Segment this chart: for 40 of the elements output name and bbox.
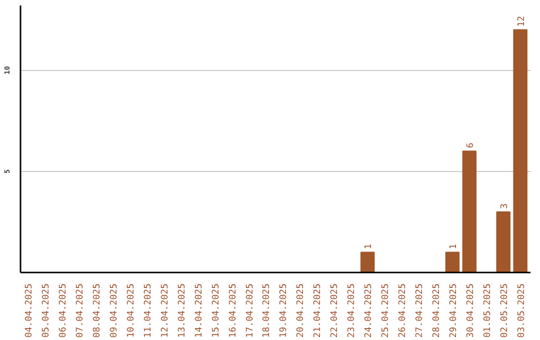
x-tick-label: 06.04.2025 [58, 283, 69, 338]
x-tick-label: 11.04.2025 [143, 283, 154, 338]
x-tick-label: 24.04.2025 [364, 283, 374, 338]
x-tick-label: 19.04.2025 [279, 283, 290, 338]
bar [360, 252, 375, 272]
x-tick-label: 22.04.2025 [330, 283, 340, 338]
x-tick-label: 28.04.2025 [432, 283, 442, 338]
x-tick-label: 01.05.2025 [482, 283, 493, 338]
x-tick-label: 17.04.2025 [245, 283, 256, 338]
x-tick-label: 03.05.2025 [516, 283, 527, 338]
x-tick-label: 09.04.2025 [109, 283, 120, 338]
x-tick-label: 12.04.2025 [160, 283, 170, 338]
x-tick-label: 14.04.2025 [194, 283, 204, 338]
data-label: 3 [500, 203, 510, 209]
x-tick-label: 21.04.2025 [313, 283, 324, 338]
x-tick-label: 04.04.2025 [24, 283, 35, 338]
x-tick-label: 07.04.2025 [76, 283, 86, 338]
x-tick-label: 18.04.2025 [262, 283, 272, 338]
data-label: 1 [364, 244, 374, 250]
x-tick-label: 29.04.2025 [448, 283, 459, 338]
x-tick-label: 08.04.2025 [92, 283, 103, 338]
x-tick-label: 05.04.2025 [42, 283, 52, 338]
x-tick-label: 25.04.2025 [381, 283, 392, 338]
x-tick-label: 16.04.2025 [228, 283, 238, 338]
x-tick-label: 15.04.2025 [211, 283, 222, 338]
x-tick-label: 27.04.2025 [414, 283, 425, 338]
bar [513, 29, 528, 272]
data-label: 6 [466, 142, 476, 148]
x-tick-label: 26.04.2025 [398, 283, 408, 338]
bar [462, 150, 477, 272]
x-tick-label: 30.04.2025 [466, 283, 476, 338]
x-tick-label: 13.04.2025 [177, 283, 188, 338]
x-tick-label: 23.04.2025 [347, 283, 358, 338]
x-tick-label: 20.04.2025 [296, 283, 306, 338]
data-label: 12 [516, 16, 527, 27]
bar [496, 211, 510, 272]
x-tick-label: 02.05.2025 [500, 283, 510, 338]
x-tick-label: 10.04.2025 [126, 283, 136, 338]
bar [445, 252, 460, 272]
data-label: 1 [448, 244, 459, 250]
